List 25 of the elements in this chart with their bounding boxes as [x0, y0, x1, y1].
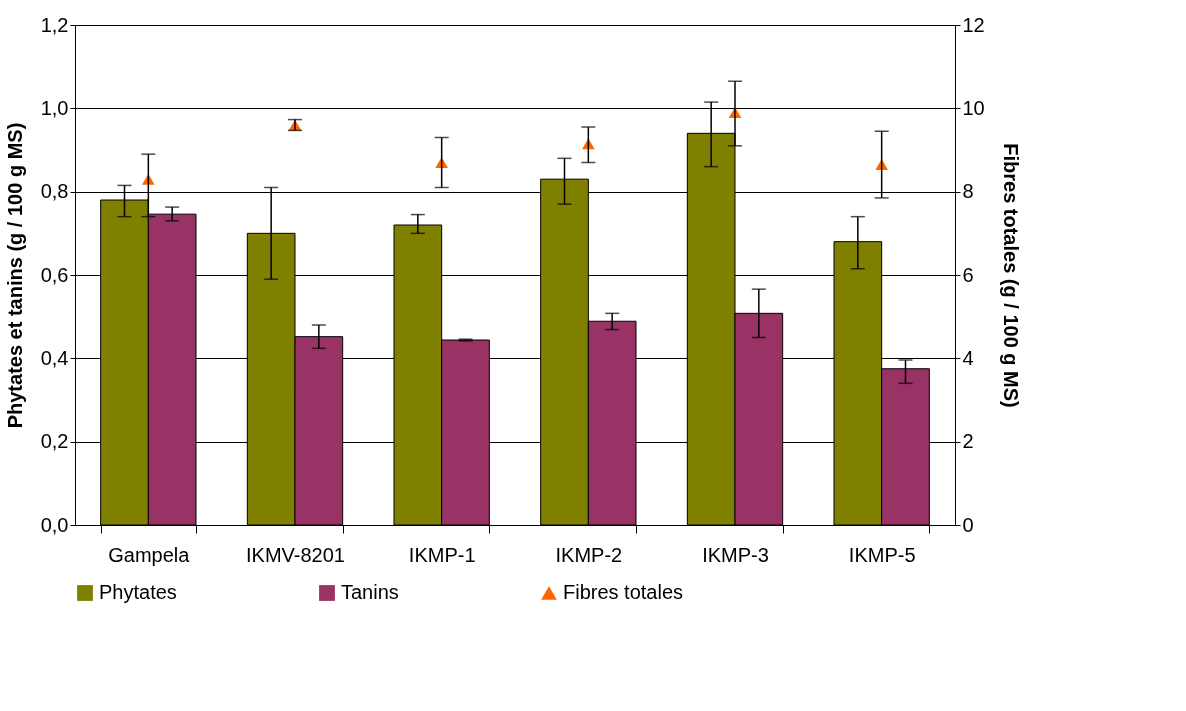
y-tick-label: 0,2	[40, 430, 69, 453]
y-tick-label: 0,0	[40, 513, 69, 536]
y-tick-label: 1,0	[40, 96, 69, 119]
x-tick-label: IKMP-3	[702, 543, 769, 566]
y2-axis-title: Fibres totales (g / 100 g MS)	[999, 143, 1022, 408]
y2-tick-label: 2	[962, 430, 974, 453]
y2-tick-label: 6	[962, 263, 974, 286]
x-tick-label: IKMP-2	[555, 543, 623, 566]
y-tick-label: 0,6	[40, 263, 69, 286]
x-tick-label: IKMP-1	[408, 543, 476, 566]
y-tick-label: 0,8	[40, 180, 69, 203]
y2-tick-label: 12	[962, 13, 985, 36]
x-tick-label: Gampela	[108, 543, 191, 566]
legend-label: Fibres totales	[563, 581, 684, 603]
y-axis-title: Phytates et tanins (g / 100 g MS)	[3, 122, 26, 429]
y2-tick-label: 0	[962, 513, 974, 536]
x-tick-label: IKMV-8201	[246, 543, 345, 566]
y-tick-label: 1,2	[40, 13, 69, 36]
legend-label: Tanins	[341, 581, 399, 603]
y2-tick-label: 8	[962, 180, 974, 203]
y-tick-label: 0,4	[40, 346, 69, 369]
legend-label: Phytates	[99, 581, 177, 603]
y2-tick-label: 4	[962, 346, 974, 369]
x-tick-label: IKMP-5	[848, 543, 916, 566]
y2-tick-label: 10	[962, 96, 985, 119]
